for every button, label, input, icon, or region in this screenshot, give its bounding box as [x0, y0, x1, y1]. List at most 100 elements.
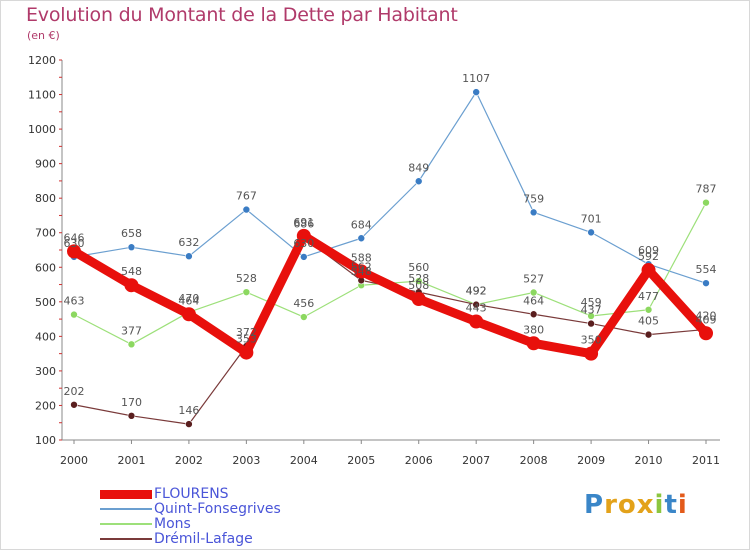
y-tick-label: 500 [35, 296, 56, 309]
data-label: 684 [351, 218, 372, 231]
data-label: 528 [408, 272, 429, 285]
data-point [67, 244, 81, 259]
y-tick-label: 300 [35, 365, 56, 378]
data-label: 759 [523, 192, 544, 205]
data-label: 477 [638, 290, 659, 303]
legend-swatch [100, 523, 152, 525]
data-point [127, 412, 136, 420]
data-point [354, 264, 369, 279]
x-tick-label: 2009 [577, 454, 605, 467]
data-label: 420 [696, 309, 717, 322]
data-label: 437 [581, 304, 602, 317]
y-tick-label: 200 [35, 399, 56, 412]
data-point [185, 252, 193, 261]
data-point [644, 305, 653, 314]
data-point [242, 205, 251, 214]
data-label: 560 [408, 261, 429, 274]
data-point [529, 208, 538, 217]
x-tick-label: 2005 [347, 454, 375, 467]
data-point [584, 346, 599, 361]
legend-label: Drémil-Lafage [154, 531, 253, 547]
data-label: 562 [351, 260, 372, 273]
y-tick-label: 1200 [28, 54, 56, 67]
data-point [587, 319, 595, 328]
data-label: 528 [236, 272, 257, 285]
y-tick-label: 900 [35, 158, 56, 171]
data-label: 632 [178, 236, 199, 249]
data-label: 492 [466, 285, 487, 298]
data-label: 350 [581, 334, 602, 347]
x-tick-label: 2007 [462, 454, 490, 467]
data-label: 202 [64, 385, 85, 398]
data-point [641, 263, 656, 278]
brand-letter: i [654, 490, 665, 520]
data-label: 592 [638, 250, 659, 263]
x-tick-label: 2000 [60, 454, 88, 467]
data-label: 849 [408, 161, 429, 174]
data-label: 691 [293, 216, 314, 229]
y-tick-label: 800 [35, 192, 56, 205]
legend-label: Quint-Fonsegrives [154, 501, 281, 517]
data-label: 372 [236, 326, 257, 339]
data-point [185, 420, 193, 428]
data-label: 630 [64, 237, 85, 250]
data-label: 492 [466, 285, 487, 298]
data-point [127, 243, 136, 252]
data-point [469, 314, 484, 329]
brand-letter: x [636, 490, 655, 520]
data-label: 463 [64, 295, 85, 308]
y-tick-label: 1000 [28, 123, 56, 136]
data-label: 146 [178, 404, 199, 417]
brand-letter: r [604, 490, 618, 520]
data-label: 377 [121, 324, 142, 337]
legend-swatch [100, 508, 152, 510]
data-label: 409 [696, 313, 717, 326]
data-label: 443 [466, 302, 487, 315]
data-point [529, 310, 538, 319]
brand-logo: Proxiti [584, 490, 688, 520]
x-tick-label: 2002 [175, 454, 203, 467]
brand-letter: P [584, 490, 605, 520]
x-tick-label: 2003 [232, 454, 260, 467]
data-label: 588 [351, 251, 372, 264]
chart-unit: (en €) [27, 29, 60, 42]
data-point [70, 310, 78, 319]
data-point [529, 288, 538, 297]
y-tick-label: 100 [35, 434, 56, 447]
data-point [472, 300, 480, 309]
data-label: 701 [581, 212, 602, 225]
data-point [472, 88, 480, 96]
data-point [414, 277, 423, 285]
data-point [181, 307, 196, 322]
data-point [526, 336, 541, 351]
data-point [414, 177, 423, 186]
data-point [587, 312, 595, 320]
series-line-0 [73, 91, 707, 284]
data-point [587, 228, 595, 237]
chart-title: Evolution du Montant de la Dette par Hab… [26, 4, 458, 26]
data-labels: 630 658 632 767 630 684 849 1107 759 701 609 554 463… [64, 72, 717, 417]
data-label: 554 [696, 263, 717, 276]
y-tick-label: 400 [35, 330, 56, 343]
data-label: 658 [121, 227, 142, 240]
axes: 100 200 300 400 500 600 700 800 900 1000 1100 1200 2… [28, 54, 720, 467]
data-label: 508 [408, 279, 429, 292]
legend-swatch [100, 538, 152, 540]
x-tick-label: 2011 [692, 454, 720, 467]
data-label: 630 [293, 237, 314, 250]
data-label: 405 [638, 315, 659, 328]
data-point [357, 234, 366, 243]
data-label: 459 [581, 296, 602, 309]
data-point [300, 313, 308, 321]
y-tick-label: 600 [35, 261, 56, 274]
data-label: 548 [351, 265, 372, 278]
data-label: 767 [236, 190, 257, 203]
legend-label: FLOURENS [154, 486, 229, 502]
series-lines [67, 88, 713, 428]
data-label: 464 [178, 294, 199, 307]
data-point [242, 288, 251, 296]
data-point [699, 326, 713, 341]
data-label: 609 [638, 244, 659, 257]
brand-letter: i [677, 490, 688, 520]
